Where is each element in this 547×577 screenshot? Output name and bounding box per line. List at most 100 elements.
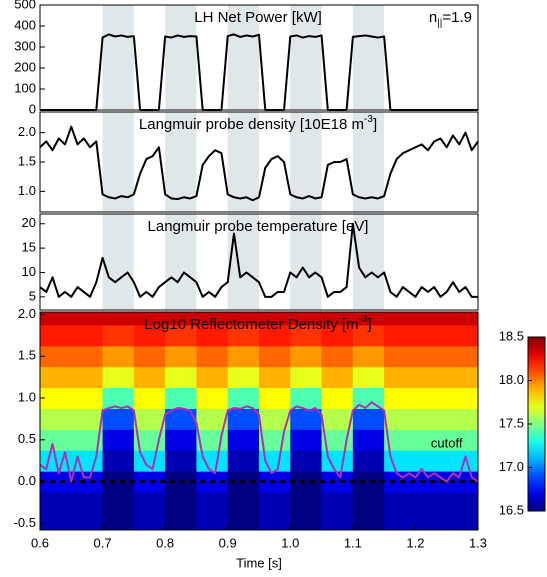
heatmap-cell: [462, 345, 478, 368]
heatmap-cell: [446, 345, 463, 368]
heatmap-cell: [40, 387, 57, 409]
heatmap-cell: [352, 512, 369, 530]
heatmap-cell: [368, 429, 385, 451]
heatmap-cell: [40, 408, 57, 430]
heatmap-cell: [415, 324, 432, 347]
heatmap-cell: [368, 345, 385, 368]
heatmap-cell: [462, 491, 478, 514]
heatmap-cell: [149, 408, 166, 430]
heatmap-cell: [352, 429, 369, 451]
heatmap-cell: [165, 366, 182, 389]
heatmap-cell: [290, 366, 307, 389]
y-tick-label: 0.5: [18, 431, 36, 446]
heatmap-cell: [259, 387, 276, 409]
heatmap-cell: [227, 312, 244, 326]
y-tick-label: 200: [14, 59, 36, 74]
x-tick-label: 1.1: [344, 535, 362, 550]
panel-title: LH Net Power [kW]: [194, 9, 322, 26]
panel-title: Langmuir probe temperature [eV]: [148, 218, 369, 235]
shaded-region: [352, 112, 385, 212]
y-tick-label: 100: [14, 80, 36, 95]
heatmap-cell: [446, 429, 463, 451]
y-tick-label: 400: [14, 17, 36, 32]
x-tick-label: 0.6: [31, 535, 49, 550]
heatmap-cell: [352, 366, 369, 389]
shaded-region: [290, 214, 322, 310]
heatmap-cell: [40, 366, 57, 389]
heatmap-cell: [102, 312, 119, 326]
y-tick-label: 300: [14, 38, 36, 53]
heatmap-cell: [133, 491, 150, 514]
heatmap-cell: [55, 429, 72, 451]
panel-frame: [39, 213, 479, 311]
heatmap-cell: [149, 366, 166, 389]
heatmap-cell: [431, 345, 448, 368]
heatmap-cell: [415, 366, 432, 389]
heatmap-cell: [399, 345, 416, 368]
heatmap-cell: [321, 408, 338, 430]
heatmap-cell: [446, 512, 463, 530]
heatmap-cell: [243, 408, 260, 430]
heatmap-cell: [212, 366, 229, 389]
heatmap-cell: [86, 312, 104, 326]
x-axis-label: Time [s]: [236, 555, 282, 570]
heatmap-cell: [399, 387, 416, 409]
heatmap-cell: [305, 408, 323, 430]
heatmap-cell: [274, 512, 291, 530]
y-tick-label: 10: [22, 264, 36, 279]
heatmap-cell: [337, 345, 354, 368]
heatmap-cell: [321, 345, 338, 368]
heatmap-cell: [71, 512, 88, 530]
heatmap-cell: [368, 324, 385, 347]
heatmap-cell: [118, 387, 135, 409]
y-tick-label: 15: [22, 240, 36, 255]
shaded-region: [102, 214, 134, 310]
heatmap-cell: [149, 471, 166, 493]
heatmap-cell: [133, 408, 150, 430]
heatmap-cell: [352, 324, 369, 347]
heatmap-cell: [243, 512, 260, 530]
heatmap-cell: [102, 345, 119, 368]
heatmap-cell: [243, 312, 260, 326]
heatmap-cell: [384, 345, 401, 368]
heatmap-cell: [71, 491, 88, 514]
heatmap-cell: [305, 429, 323, 451]
heatmap-cell: [71, 324, 88, 347]
heatmap-cell: [274, 491, 291, 514]
heatmap-cell: [86, 512, 104, 530]
heatmap-cell: [149, 312, 166, 326]
heatmap-cell: [40, 345, 57, 368]
heatmap-cell: [259, 491, 276, 514]
heatmap-cell: [399, 512, 416, 530]
y-tick-label: 0: [29, 101, 36, 116]
heatmap-cell: [196, 408, 213, 430]
heatmap-cell: [384, 408, 401, 430]
panel-frame: [39, 4, 479, 111]
y-tick-label: 1.0: [18, 183, 36, 198]
heatmap-cell: [71, 408, 88, 430]
heatmap-cell: [290, 512, 307, 530]
heatmap-cell: [118, 408, 135, 430]
y-tick-label: 20: [22, 215, 36, 230]
heatmap-cell: [259, 471, 276, 493]
heatmap-cell: [399, 324, 416, 347]
heatmap-cell: [305, 491, 323, 514]
data-line: [39, 401, 479, 483]
heatmap-cell: [180, 324, 197, 347]
x-tick-label: 1.0: [281, 535, 299, 550]
heatmap-cell: [462, 387, 478, 409]
heatmap-cell: [446, 312, 463, 326]
heatmap-cell: [196, 491, 213, 514]
y-tick-label: 1.0: [18, 389, 36, 404]
heatmap-cell: [384, 387, 401, 409]
panel-title-superscript: -3: [359, 314, 368, 325]
heatmap-cell: [86, 429, 104, 451]
heatmap-cell: [243, 324, 260, 347]
heatmap-cell: [243, 429, 260, 451]
heatmap-cell: [243, 450, 260, 472]
shaded-region: [290, 5, 322, 110]
heatmap-cell: [180, 471, 197, 493]
heatmap-cell: [368, 312, 385, 326]
heatmap-cell: [415, 491, 432, 514]
colorbar-tick-label: 17.0: [499, 459, 524, 474]
